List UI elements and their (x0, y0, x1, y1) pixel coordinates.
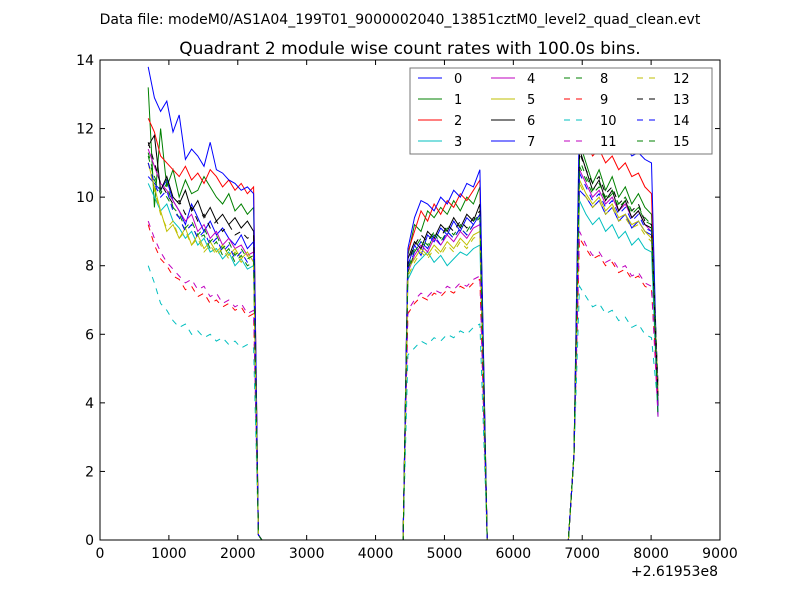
legend-label-12: 12 (673, 72, 690, 87)
series-line-9 (147, 224, 659, 541)
x-tick-label: 4000 (358, 546, 394, 562)
y-tick-label: 10 (76, 190, 94, 206)
y-tick-label: 0 (85, 533, 94, 549)
legend-label-14: 14 (673, 114, 690, 129)
legend-label-2: 2 (454, 114, 462, 129)
series-line-1 (147, 87, 659, 541)
legend-label-10: 10 (600, 114, 617, 129)
series-line-15 (147, 152, 659, 541)
x-offset-label: +2.61953e8 (631, 564, 718, 580)
axes-layer: 0 1000 2000 3000 4000 5000 6000 7000 8000 9000 0 2 4… (76, 53, 738, 562)
x-tick-label: 9000 (702, 546, 738, 562)
x-tick-label: 5000 (427, 546, 463, 562)
plot-frame (99, 59, 721, 541)
y-tick-label: 6 (85, 327, 94, 343)
legend-label-5: 5 (527, 93, 535, 108)
series-line-14 (147, 162, 659, 541)
y-tick-label: 2 (85, 464, 94, 480)
series-line-2 (147, 118, 659, 541)
y-tick-label: 8 (85, 259, 94, 275)
x-tick-label: 2000 (220, 546, 256, 562)
series-line-13 (147, 142, 659, 541)
x-tick-label: 8000 (633, 546, 669, 562)
legend-label-8: 8 (600, 72, 608, 87)
legend-label-13: 13 (673, 93, 690, 108)
legend-label-15: 15 (673, 135, 690, 150)
x-tick-label: 7000 (564, 546, 600, 562)
series-line-3 (147, 183, 659, 541)
series-line-8 (147, 155, 659, 541)
legend-label-3: 3 (454, 135, 462, 150)
legend-label-4: 4 (527, 72, 535, 87)
series-line-6 (147, 133, 659, 541)
series-line-11 (147, 220, 659, 541)
x-tick-label: 0 (96, 546, 105, 562)
legend-label-0: 0 (454, 72, 462, 87)
series-line-12 (147, 162, 659, 541)
suptitle: Data file: modeM0/AS1A04_199T01_90000020… (100, 12, 701, 28)
y-tick-label: 12 (76, 122, 94, 138)
series-line-10 (147, 265, 659, 541)
legend-label-11: 11 (600, 135, 617, 150)
y-tick-label: 4 (85, 396, 94, 412)
chart-title: Quadrant 2 module wise count rates with … (179, 39, 640, 59)
series-line-5 (147, 162, 659, 541)
series-line-0 (147, 176, 659, 541)
y-tick-label: 14 (76, 53, 94, 69)
x-tick-label: 6000 (496, 546, 532, 562)
series-layer (147, 66, 659, 541)
series-line-4 (147, 148, 659, 541)
legend-label-9: 9 (600, 93, 608, 108)
legend-frame (409, 67, 713, 155)
x-tick-label: 1000 (151, 546, 187, 562)
x-tick-label: 3000 (289, 546, 325, 562)
legend-label-7: 7 (527, 135, 535, 150)
legend-label-1: 1 (454, 93, 462, 108)
legend-label-6: 6 (527, 114, 535, 129)
